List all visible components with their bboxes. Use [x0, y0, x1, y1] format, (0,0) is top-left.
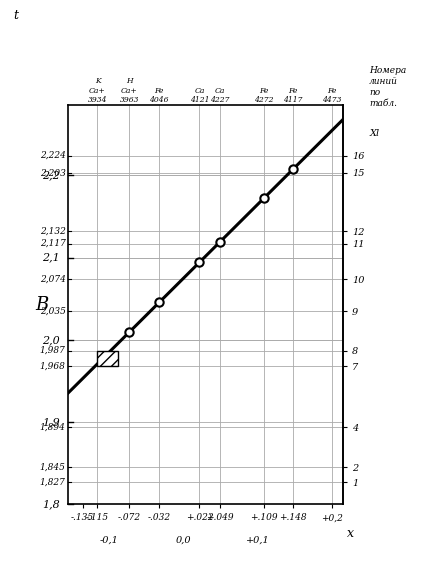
Text: Fe
4117: Fe 4117	[284, 87, 303, 104]
Text: K
Ca+
3934: K Ca+ 3934	[88, 78, 107, 104]
Text: 2,203: 2,203	[40, 168, 66, 177]
Text: Номера
линий
по
табл.: Номера линий по табл.	[369, 66, 406, 108]
Text: B: B	[35, 296, 49, 314]
Text: Xl: Xl	[369, 129, 379, 139]
Text: 1,9: 1,9	[42, 417, 60, 427]
Text: t: t	[13, 9, 18, 22]
Text: -0,1: -0,1	[99, 536, 118, 545]
Text: 2,117: 2,117	[40, 239, 66, 248]
Text: Fe
4046: Fe 4046	[149, 87, 169, 104]
Text: H
Ca+
3963: H Ca+ 3963	[120, 78, 139, 104]
Text: +0,1: +0,1	[246, 536, 269, 545]
Text: 1,987: 1,987	[40, 346, 66, 355]
Text: 2,0: 2,0	[42, 335, 60, 345]
Text: 1,8: 1,8	[42, 499, 60, 510]
Text: x: x	[347, 527, 354, 540]
Text: 0,0: 0,0	[175, 536, 191, 545]
Text: 2,2: 2,2	[42, 170, 60, 180]
Text: Ca
4227: Ca 4227	[210, 87, 229, 104]
Bar	[97, 351, 118, 367]
Text: 2,224: 2,224	[40, 151, 66, 160]
Text: 1,894: 1,894	[40, 422, 66, 431]
Text: Fe
4473: Fe 4473	[322, 87, 342, 104]
Text: 2,132: 2,132	[40, 227, 66, 236]
Text: 1,968: 1,968	[40, 362, 66, 370]
Text: Fe
4272: Fe 4272	[254, 87, 274, 104]
Text: 2,035: 2,035	[40, 307, 66, 316]
Text: 1,827: 1,827	[40, 478, 66, 487]
Text: 2,074: 2,074	[40, 275, 66, 283]
Text: 1,845: 1,845	[40, 463, 66, 472]
Text: Ca
4121: Ca 4121	[190, 87, 209, 104]
Text: 2,1: 2,1	[42, 253, 60, 263]
